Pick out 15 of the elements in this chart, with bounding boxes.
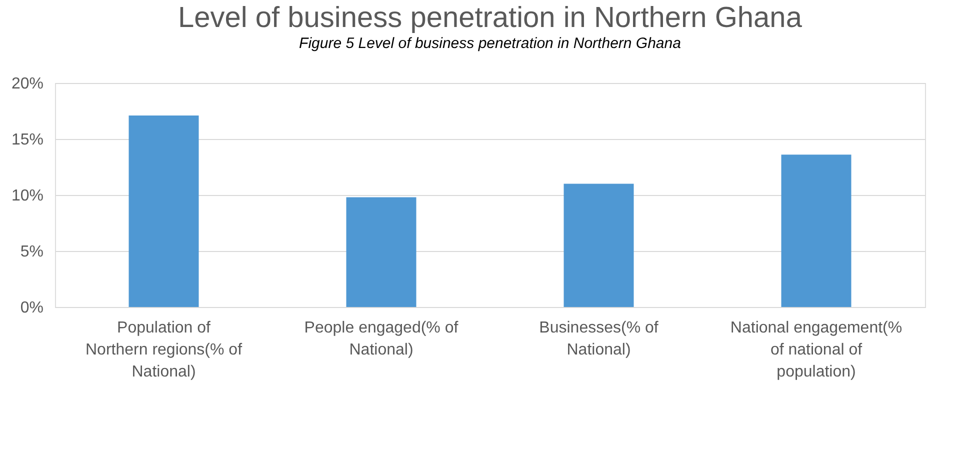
x-tick-label: People engaged(% of National) — [304, 320, 459, 358]
y-tick-label: 20% — [11, 76, 44, 92]
y-tick-label: 0% — [20, 300, 44, 316]
x-tick-label: National engagement(% of national of population) — [730, 320, 902, 380]
bar — [564, 184, 634, 307]
caption: Figure 5 Level of business penetration in Northern Ghana — [299, 35, 681, 52]
x-tick-label: Population of Northern regions(% of National) — [85, 320, 243, 380]
y-tick-label: 10% — [11, 188, 44, 204]
bar — [346, 197, 416, 307]
y-tick-label: 5% — [20, 244, 44, 260]
bar — [128, 115, 199, 307]
bar — [781, 154, 852, 307]
x-tick-label: Businesses(% of National) — [539, 320, 659, 358]
chart-title: Level of business penetration in Northern Ghana — [178, 2, 803, 34]
y-tick-label: 15% — [11, 132, 44, 148]
